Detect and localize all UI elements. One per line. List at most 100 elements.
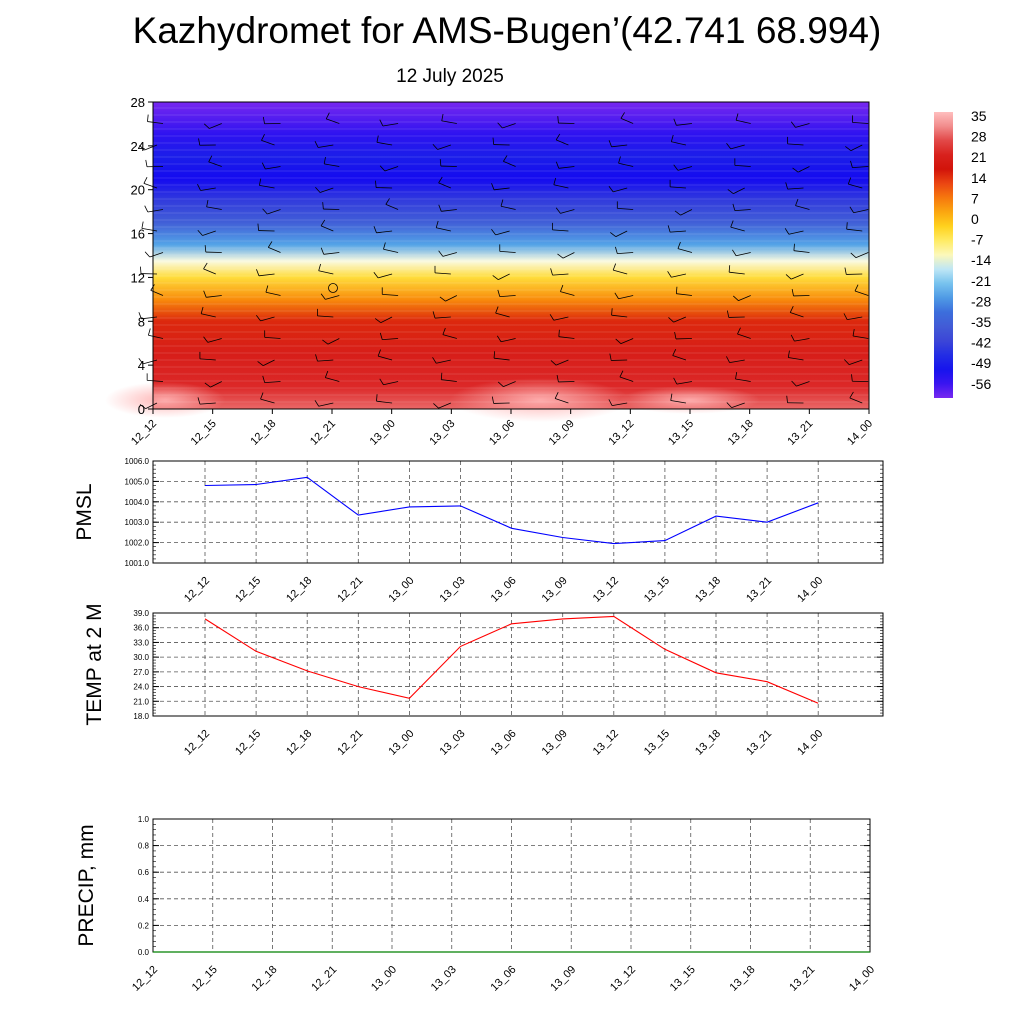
x-tick-label: 13_03 (438, 575, 468, 605)
wind-barb-flag (785, 182, 789, 190)
y-tick-label: 4 (138, 358, 145, 373)
wind-barb (729, 359, 745, 363)
wind-barb (794, 338, 810, 342)
x-tick-label: 13_21 (744, 575, 774, 605)
wind-barb-flag (500, 199, 504, 207)
wind-barb (788, 230, 804, 235)
x-tick-label: 14_00 (795, 575, 825, 605)
wind-barb-flag (323, 156, 326, 164)
y-tick-label: 36.0 (133, 624, 149, 633)
wind-barb (613, 269, 628, 275)
x-tick-label: 13_09 (540, 575, 570, 605)
wind-barb-flag (432, 311, 436, 319)
wind-barb (500, 205, 516, 210)
wind-barb-flag (143, 176, 148, 184)
wind-barb-flag (673, 377, 678, 385)
wind-barb-flag (441, 113, 444, 121)
wind-barb-flag (732, 203, 736, 211)
y-tick-label: 24 (131, 139, 145, 154)
wind-barb (442, 252, 457, 257)
y-tick-label: 33.0 (133, 638, 149, 647)
wind-barb-flag (791, 288, 794, 296)
wind-barb-flag (730, 220, 734, 228)
wind-barb-flag (851, 374, 853, 382)
wind-barb (736, 119, 751, 124)
wind-barb-flag (554, 392, 559, 399)
wind-barb-flag (200, 306, 204, 314)
y-tick-label: 0.6 (138, 868, 150, 877)
wind-barb (149, 252, 164, 258)
wind-barb (797, 166, 810, 173)
wind-barb (677, 166, 693, 171)
wind-barb-flag (785, 274, 792, 280)
wind-barb-flag (139, 266, 142, 274)
x-tick-label: 12_15 (190, 964, 220, 994)
wind-barb (852, 166, 869, 169)
wind-barb-flag (314, 141, 319, 148)
wind-barb-flag (791, 380, 797, 387)
wind-barb (376, 230, 393, 234)
wind-barb-flag (670, 393, 673, 401)
wind-barb (671, 273, 687, 278)
wind-barb (795, 123, 810, 128)
wind-barb-flag (787, 350, 790, 358)
wind-barb (847, 316, 863, 320)
wind-barb-flag (610, 232, 617, 237)
wind-barb-flag (674, 331, 677, 339)
wind-barb-flag (262, 116, 265, 124)
x-tick-label: 13_18 (693, 575, 723, 605)
wind-barb (267, 209, 281, 215)
y-tick-label: 18.0 (133, 712, 149, 721)
wind-barb-flag (262, 208, 268, 215)
colorbar-label: -14 (971, 252, 991, 268)
wind-barb-flag (324, 370, 329, 378)
wind-barb (737, 333, 751, 339)
wind-barb (376, 142, 393, 146)
y-tick-label: 20 (131, 183, 145, 198)
x-tick-label: 13_18 (726, 418, 756, 448)
wind-barb-flag (492, 275, 499, 280)
wind-barb (199, 358, 216, 361)
x-tick-label: 14_00 (795, 728, 825, 758)
wind-barb-flag (556, 374, 559, 382)
wind-barb (503, 381, 516, 388)
heatmap-warm-core (450, 378, 630, 422)
wind-barb-flag (497, 381, 504, 387)
wind-barb (558, 166, 575, 169)
colorbar-label: -42 (971, 335, 991, 351)
x-tick-label: 14_00 (847, 964, 877, 994)
x-tick-label: 13_12 (591, 728, 621, 758)
wind-barb (265, 291, 281, 296)
wind-barb (849, 397, 863, 404)
wind-barb-flag (850, 252, 857, 258)
wind-barb (434, 272, 451, 275)
y-tick-label: 8 (138, 314, 145, 329)
wind-barb-flag (792, 167, 799, 173)
x-tick-label: 12_21 (335, 728, 365, 758)
wind-barb (846, 228, 863, 232)
wind-barb (441, 209, 457, 212)
wind-barb (555, 359, 569, 366)
wind-barb-flag (197, 230, 203, 236)
wind-barb (382, 123, 399, 127)
x-tick-label: 13_15 (642, 728, 672, 758)
wind-barb-flag (735, 113, 739, 121)
temp-frame (152, 612, 884, 717)
wind-barb (611, 402, 628, 406)
wind-barb-flag (555, 133, 561, 141)
wind-barb (730, 226, 745, 232)
x-tick-label: 13_15 (666, 418, 696, 448)
wind-barb-flag (373, 226, 377, 233)
wind-barb (790, 312, 804, 318)
wind-barb-flag (256, 269, 260, 276)
wind-barb-flag (495, 306, 499, 314)
wind-barb-flag (849, 206, 854, 213)
wind-barb-flag (726, 356, 730, 363)
wind-barb (384, 166, 399, 172)
wind-barb-flag (849, 391, 854, 399)
y-tick-label: 39.0 (133, 609, 149, 618)
wind-barb-flag (257, 223, 259, 231)
wind-barb-flag (203, 290, 207, 298)
wind-barb (729, 271, 745, 275)
wind-barb-flag (618, 156, 621, 164)
